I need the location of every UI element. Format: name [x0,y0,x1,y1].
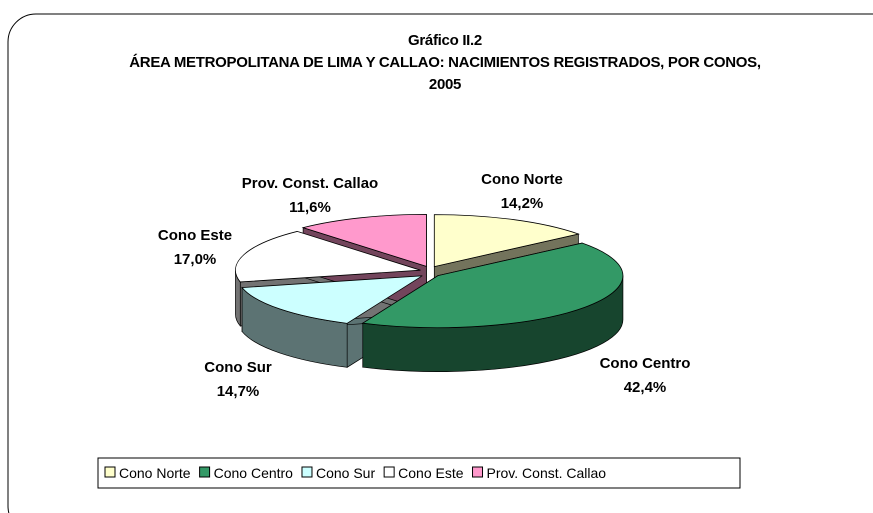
slice-label: Prov. Const. Callao [242,175,378,192]
header: Gráfico II.2 ÁREA METROPOLITANA DE LIMA … [120,30,770,96]
legend-swatch [383,466,395,478]
chart-border [7,13,873,513]
legend-swatch [104,466,116,478]
legend-swatch [301,466,313,478]
slice-label: Cono Este [158,227,232,244]
slice [241,275,423,324]
legend-label: Cono Sur [316,465,375,481]
slice [433,214,580,268]
legend-swatch [472,466,484,478]
slice-value-label: 42,4% [624,379,667,396]
legend-label: Cono Centro [214,465,294,481]
slice-label: Cono Sur [204,359,272,376]
legend-label: Prov. Const. Callao [487,465,607,481]
slice-label: Cono Centro [600,355,691,372]
slice [361,242,624,329]
chart-subtitle: ÁREA METROPOLITANA DE LIMA Y CALLAO: NAC… [129,54,761,93]
slice [301,213,427,267]
slice-value-label: 11,6% [289,199,331,216]
chart-title: Gráfico II.2 [408,32,482,49]
slice-value-label: 17,0% [174,251,217,268]
slice-label: Cono Norte [481,171,563,188]
slice-value-label: 14,7% [217,383,260,400]
slice-value-label: 14,2% [501,195,544,212]
legend-label: Cono Norte [119,465,191,481]
slice [235,231,421,283]
legend-label: Cono Este [398,465,464,481]
legend-swatch [199,466,211,478]
